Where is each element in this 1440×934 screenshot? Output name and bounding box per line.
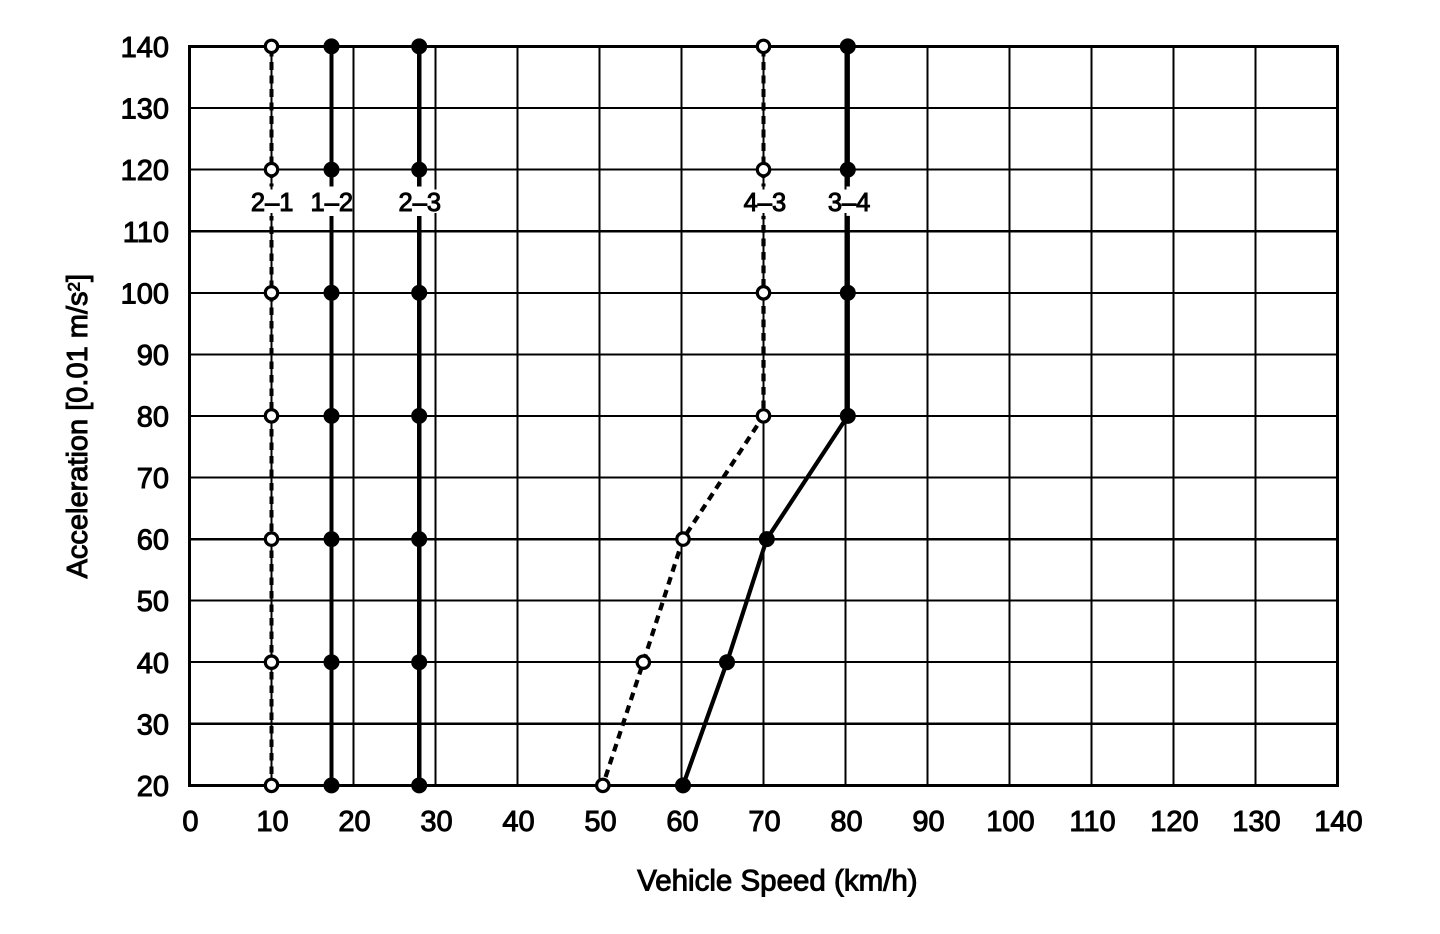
svg-text:90: 90 xyxy=(912,806,944,838)
svg-text:2–1: 2–1 xyxy=(251,189,294,217)
svg-text:Vehicle Speed (km/h): Vehicle Speed (km/h) xyxy=(637,865,917,898)
svg-text:20: 20 xyxy=(338,806,370,838)
svg-text:80: 80 xyxy=(137,402,169,434)
svg-text:100: 100 xyxy=(121,278,169,310)
svg-text:30: 30 xyxy=(137,709,169,741)
svg-text:80: 80 xyxy=(830,806,862,838)
svg-text:Acceleration [0.01 m/s2]: Acceleration [0.01 m/s2] xyxy=(62,274,94,578)
svg-text:60: 60 xyxy=(137,525,169,557)
svg-text:20: 20 xyxy=(137,771,169,803)
svg-text:90: 90 xyxy=(137,340,169,372)
svg-text:130: 130 xyxy=(121,94,169,126)
svg-text:40: 40 xyxy=(502,806,534,838)
svg-text:100: 100 xyxy=(986,806,1034,838)
svg-text:140: 140 xyxy=(121,32,169,64)
svg-text:10: 10 xyxy=(256,806,288,838)
svg-text:0: 0 xyxy=(182,806,198,838)
svg-text:130: 130 xyxy=(1232,806,1280,838)
svg-text:110: 110 xyxy=(1069,806,1115,838)
svg-text:140: 140 xyxy=(1314,806,1362,838)
svg-text:30: 30 xyxy=(420,806,452,838)
svg-text:50: 50 xyxy=(137,586,169,618)
svg-text:2–3: 2–3 xyxy=(399,189,442,217)
svg-text:110: 110 xyxy=(123,217,169,249)
svg-text:70: 70 xyxy=(137,463,169,495)
svg-text:120: 120 xyxy=(1150,806,1198,838)
svg-text:1–2: 1–2 xyxy=(311,189,354,217)
svg-text:3–4: 3–4 xyxy=(828,189,871,217)
svg-text:50: 50 xyxy=(584,806,616,838)
svg-text:40: 40 xyxy=(137,648,169,680)
svg-text:120: 120 xyxy=(121,155,169,187)
svg-text:4–3: 4–3 xyxy=(744,189,787,217)
svg-text:70: 70 xyxy=(748,806,780,838)
svg-text:60: 60 xyxy=(666,806,698,838)
